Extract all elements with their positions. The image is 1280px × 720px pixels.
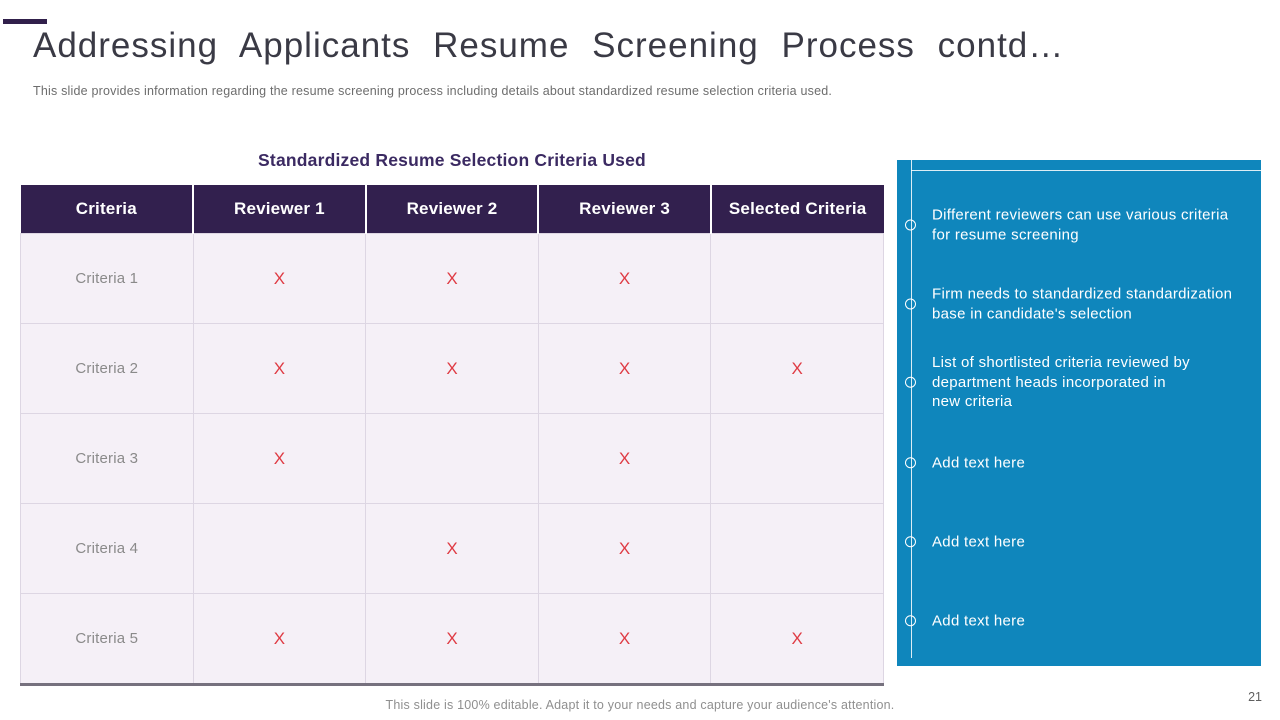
criteria-table: Criteria Reviewer 1 Reviewer 2 Reviewer 3 Se… (20, 185, 884, 686)
panel-top-divider (911, 170, 1261, 171)
row-label: Criteria 5 (20, 593, 194, 685)
bullet-circle-icon (905, 298, 916, 310)
column-header-reviewer-1: Reviewer 1 (192, 185, 366, 234)
column-header-reviewer-2: Reviewer 2 (364, 185, 539, 234)
criteria-mark: X (192, 233, 367, 324)
empty-cell (710, 413, 884, 504)
criteria-mark: X (537, 413, 712, 504)
bullet-circle-icon (905, 536, 916, 548)
bullet-circle-icon (905, 457, 916, 469)
row-label: Criteria 1 (20, 233, 194, 324)
empty-cell (710, 503, 884, 594)
bullet-item: Firm needs to standardized standardizati… (905, 285, 1249, 324)
criteria-mark: X (192, 593, 367, 685)
criteria-mark: X (537, 323, 712, 414)
side-panel: Different reviewers can use various crit… (897, 160, 1261, 666)
bullet-item: List of shortlisted criteria reviewed by… (905, 353, 1249, 412)
title-accent-bar (3, 19, 47, 24)
row-label: Criteria 2 (20, 323, 194, 414)
column-header-criteria: Criteria (20, 185, 194, 234)
column-header-selected-criteria: Selected Criteria (709, 185, 884, 234)
criteria-mark: X (192, 323, 367, 414)
row-label: Criteria 3 (20, 413, 194, 504)
page-title: Addressing Applicants Resume Screening P… (33, 26, 1065, 65)
empty-cell (365, 413, 539, 504)
bullet-text: Firm needs to standardized standardizati… (932, 285, 1233, 323)
criteria-mark: X (365, 503, 539, 594)
row-label: Criteria 4 (20, 503, 194, 594)
footer-note: This slide is 100% editable. Adapt it to… (385, 698, 895, 712)
criteria-mark: X (710, 593, 884, 685)
column-header-reviewer-3: Reviewer 3 (537, 185, 711, 234)
bullet-circle-icon (905, 376, 916, 388)
criteria-mark: X (365, 593, 539, 685)
criteria-mark: X (192, 413, 367, 504)
bullet-item: Add text here (905, 611, 1249, 631)
criteria-mark: X (710, 323, 884, 414)
bullet-circle-icon (905, 615, 916, 627)
criteria-mark: X (365, 233, 539, 324)
page-number: 21 (1248, 690, 1262, 704)
slide-subtitle: This slide provides information regardin… (33, 84, 833, 98)
bullet-text: Add text here (932, 612, 1026, 630)
timeline-line (911, 160, 912, 658)
bullet-item: Different reviewers can use various crit… (905, 206, 1249, 245)
table-title: Standardized Resume Selection Criteria U… (258, 150, 646, 170)
bullet-circle-icon (905, 219, 916, 231)
empty-cell (710, 233, 884, 324)
bullet-text: Add text here (932, 533, 1026, 551)
criteria-mark: X (537, 233, 712, 324)
empty-cell (192, 503, 367, 594)
table-header-row: Criteria Reviewer 1 Reviewer 2 Reviewer 3 Se… (20, 185, 884, 234)
bullet-text: Add text here (932, 454, 1026, 472)
bullet-text: List of shortlisted criteria reviewed by… (932, 353, 1190, 410)
bullet-text: Different reviewers can use various crit… (932, 206, 1229, 244)
bullet-item: Add text here (905, 453, 1249, 473)
bullet-item: Add text here (905, 532, 1249, 552)
criteria-mark: X (537, 503, 712, 594)
criteria-mark: X (537, 593, 712, 685)
criteria-mark: X (365, 323, 539, 414)
